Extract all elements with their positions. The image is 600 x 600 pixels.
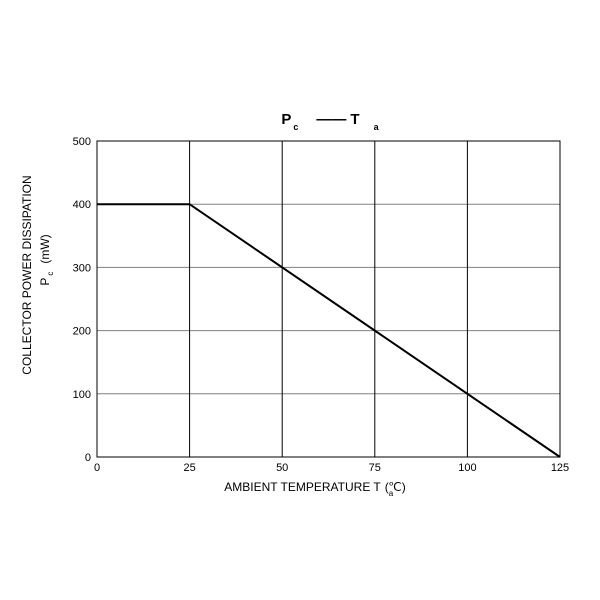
y-tick-label: 500: [73, 136, 91, 148]
plot-border: [96, 140, 561, 458]
title-sub: c: [293, 122, 298, 132]
y-tick-label: 0: [85, 452, 91, 464]
y-tick-label: 100: [73, 389, 91, 401]
x-tick-label: 75: [369, 462, 381, 474]
y-label-part: (mW): [38, 234, 52, 263]
y-label-sub: c: [46, 272, 55, 276]
x-axis-label: AMBIENT TEMPERATURE T (a℃): [224, 480, 405, 498]
x-tick-label: 125: [551, 462, 569, 474]
x-tick-label: 25: [183, 462, 195, 474]
y-axis-label: COLLECTOR POWER DISSIPATION: [20, 175, 34, 374]
x-label-part: AMBIENT TEMPERATURE T: [224, 480, 381, 494]
title-part: T: [350, 111, 359, 128]
x-tick-label: 100: [458, 462, 476, 474]
y-label-part: P: [38, 278, 52, 286]
y-axis-label-2: Pc (mW): [38, 234, 55, 285]
x-label-sub: a: [389, 489, 394, 498]
x-label-part: ℃): [388, 480, 405, 494]
y-tick-label: 400: [73, 199, 91, 211]
y-tick-label: 300: [73, 262, 91, 274]
title-sub: a: [374, 122, 380, 132]
x-tick-label: 0: [94, 462, 100, 474]
x-tick-label: 50: [276, 462, 288, 474]
title-part: ——: [316, 111, 346, 128]
y-tick-label: 200: [73, 326, 91, 338]
data-line: [97, 203, 561, 458]
title-part: P: [281, 111, 291, 128]
x-label-part: (: [385, 480, 389, 494]
